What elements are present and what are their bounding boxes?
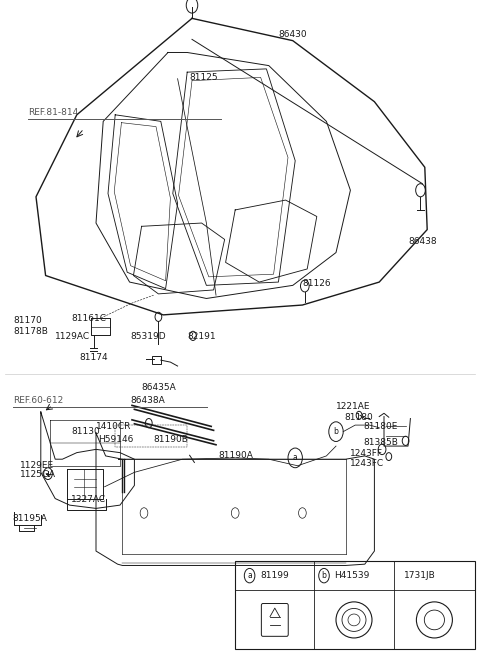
Text: 86438: 86438 (408, 237, 437, 246)
Text: 1129EE: 1129EE (20, 461, 54, 470)
Text: 86435A: 86435A (142, 382, 176, 392)
Text: 81385B: 81385B (364, 438, 399, 447)
Text: H59146: H59146 (98, 435, 134, 444)
Text: 1243FC: 1243FC (350, 459, 384, 468)
Text: 81195A: 81195A (12, 514, 47, 523)
Bar (152, 356, 161, 364)
Text: 81161C: 81161C (71, 314, 106, 323)
Bar (235, 561, 475, 649)
Text: b: b (334, 427, 338, 436)
Text: 82191: 82191 (187, 332, 216, 341)
Text: 86430: 86430 (278, 30, 307, 39)
Text: REF.60-612: REF.60-612 (13, 396, 64, 405)
Text: 81199: 81199 (260, 571, 289, 580)
Text: 81126: 81126 (302, 279, 331, 288)
Text: 81174: 81174 (79, 353, 108, 362)
Text: 81180: 81180 (345, 413, 373, 422)
Text: 1125GA: 1125GA (20, 470, 56, 480)
Text: H41539: H41539 (335, 571, 370, 580)
Text: b: b (322, 571, 326, 580)
Text: 81130: 81130 (71, 427, 100, 436)
Text: 85319D: 85319D (131, 332, 166, 341)
Text: 1129AC: 1129AC (55, 332, 90, 341)
Text: REF.81-814: REF.81-814 (28, 108, 78, 117)
Text: 81180E: 81180E (364, 422, 398, 431)
Text: 81190B: 81190B (154, 435, 189, 444)
Text: 81170: 81170 (13, 316, 42, 325)
Text: 1327AC: 1327AC (71, 495, 106, 504)
Text: 86438A: 86438A (131, 396, 165, 405)
Text: 1410CR: 1410CR (96, 422, 132, 431)
Text: 1243FF: 1243FF (350, 449, 384, 459)
Text: 1731JB: 1731JB (404, 571, 436, 580)
Text: a: a (247, 571, 252, 580)
Text: 1221AE: 1221AE (336, 402, 371, 411)
Text: 81178B: 81178B (13, 327, 48, 336)
Text: a: a (293, 453, 298, 462)
Text: 81125: 81125 (190, 73, 218, 82)
Text: 81190A: 81190A (218, 451, 253, 461)
